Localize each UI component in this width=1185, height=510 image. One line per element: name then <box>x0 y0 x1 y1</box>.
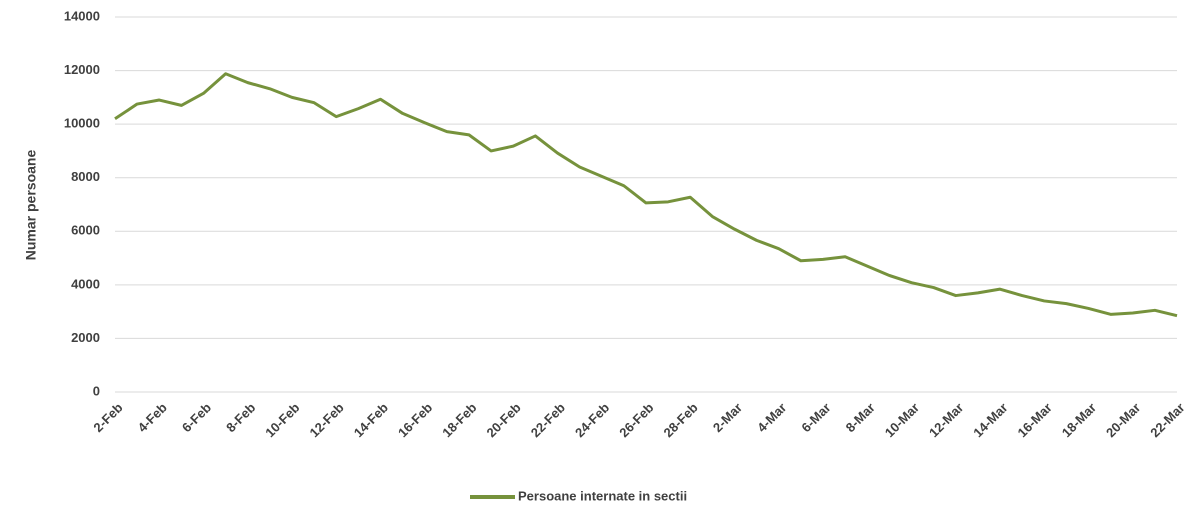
x-tick-label: 10-Feb <box>262 400 302 440</box>
x-tick-label: 18-Mar <box>1059 400 1099 440</box>
y-axis-title: Numar persoane <box>23 150 39 261</box>
y-tick-label: 2000 <box>71 330 100 345</box>
x-tick-label: 2-Mar <box>710 400 745 435</box>
x-tick-label: 10-Mar <box>882 400 922 440</box>
legend-label: Persoane internate in sectii <box>518 488 687 503</box>
y-tick-label: 12000 <box>64 62 100 77</box>
x-tick-label: 8-Mar <box>843 400 878 435</box>
x-tick-label: 16-Feb <box>395 400 435 440</box>
x-tick-label: 14-Feb <box>351 400 391 440</box>
x-tick-label: 14-Mar <box>970 400 1010 440</box>
x-tick-label: 22-Mar <box>1147 400 1185 440</box>
x-tick-label: 16-Mar <box>1015 400 1055 440</box>
x-tick-label: 24-Feb <box>572 400 612 440</box>
y-tick-label: 0 <box>93 383 100 398</box>
y-tick-label: 4000 <box>71 276 100 291</box>
x-tick-label: 6-Feb <box>179 400 214 435</box>
x-tick-label: 26-Feb <box>616 400 656 440</box>
x-tick-label: 20-Mar <box>1103 400 1143 440</box>
x-tick-label: 8-Feb <box>223 400 258 435</box>
data-line <box>114 72 1178 318</box>
x-tick-label: 18-Feb <box>439 400 479 440</box>
x-tick-label: 4-Feb <box>135 400 170 435</box>
x-tick-label: 22-Feb <box>528 400 568 440</box>
x-tick-label: 4-Mar <box>754 400 789 435</box>
x-tick-label: 28-Feb <box>661 400 701 440</box>
y-tick-label: 6000 <box>71 223 100 238</box>
y-tick-label: 14000 <box>64 8 100 23</box>
x-tick-label: 20-Feb <box>484 400 524 440</box>
x-tick-label: 12-Mar <box>926 400 966 440</box>
x-tick-label: 12-Feb <box>307 400 347 440</box>
x-tick-label: 2-Feb <box>90 400 125 435</box>
x-tick-label: 6-Mar <box>798 400 833 435</box>
y-tick-label: 10000 <box>64 116 100 131</box>
y-tick-label: 8000 <box>71 169 100 184</box>
